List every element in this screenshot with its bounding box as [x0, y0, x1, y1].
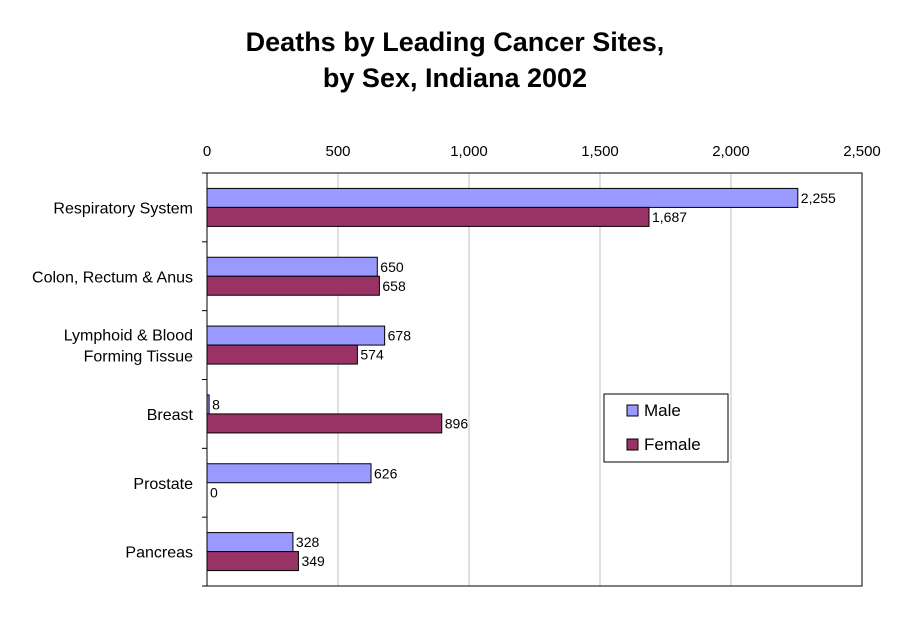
x-tick-label: 0 — [203, 143, 211, 160]
data-label: 8 — [212, 396, 220, 412]
data-label: 2,255 — [801, 190, 836, 206]
legend-label-male: Male — [644, 401, 681, 420]
data-label: 658 — [382, 278, 406, 294]
data-label: 328 — [296, 534, 320, 550]
data-label: 896 — [445, 415, 469, 431]
data-label: 349 — [301, 553, 325, 569]
bar-male — [206, 187, 799, 208]
data-label: 0 — [210, 484, 218, 500]
chart-title-line-2: by Sex, Indiana 2002 — [322, 63, 588, 93]
data-label: 650 — [380, 259, 404, 275]
bar-female — [206, 413, 443, 434]
data-label: 626 — [374, 465, 398, 481]
category-label: Pancreas — [125, 545, 193, 562]
bar-male — [206, 463, 372, 484]
category-label: Respiratory System — [53, 200, 193, 217]
legend-box — [603, 393, 729, 463]
x-tick-label: 500 — [325, 143, 350, 160]
x-tick-label: 1,500 — [581, 143, 619, 160]
x-tick-label: 1,000 — [450, 143, 488, 160]
bar-female — [206, 275, 380, 296]
bar-female — [206, 551, 299, 572]
category-label: Colon, Rectum & Anus — [32, 269, 193, 286]
legend-swatch-female — [626, 438, 639, 451]
bar-male — [206, 325, 386, 346]
category-label: Forming Tissue — [84, 349, 193, 366]
bar-female — [206, 344, 358, 365]
category-label: Lymphoid & Blood — [64, 328, 193, 345]
data-label: 678 — [388, 328, 412, 344]
chart-title: Deaths by Leading Cancer Sites, by Sex, … — [0, 24, 910, 96]
bar-male — [206, 394, 210, 415]
bar-male — [206, 256, 378, 277]
bar-male — [206, 532, 294, 553]
bar-female — [206, 206, 650, 227]
category-label: Breast — [147, 407, 194, 424]
data-label: 574 — [360, 347, 384, 363]
x-tick-label: 2,500 — [843, 143, 881, 160]
plot-area-border — [206, 172, 863, 587]
legend-label-female: Female — [644, 435, 701, 454]
chart-title-line-1: Deaths by Leading Cancer Sites, — [245, 27, 665, 57]
legend-swatch-male — [626, 404, 639, 417]
x-tick-label: 2,000 — [712, 143, 750, 160]
data-label: 1,687 — [652, 209, 687, 225]
category-label: Prostate — [133, 476, 193, 493]
